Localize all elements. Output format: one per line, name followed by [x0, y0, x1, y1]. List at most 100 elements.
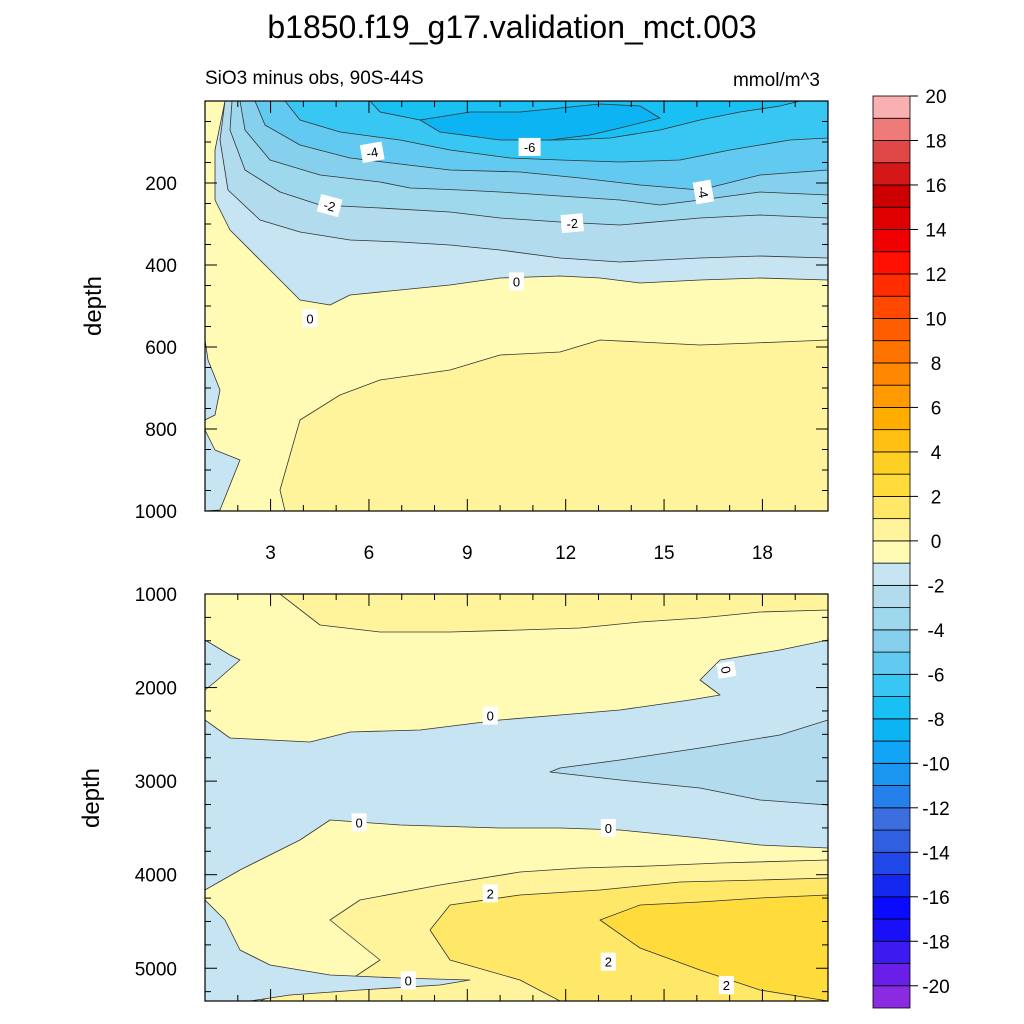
colorbar-label: 16 — [925, 176, 946, 197]
y-tick-label: 2000 — [135, 679, 177, 700]
contour-label-text: -6 — [524, 140, 536, 155]
contour-label-box — [718, 976, 734, 995]
contour-label-box — [600, 952, 616, 971]
colorbar: -20-18-16-14-12-10-8-6-4-202468101214161… — [872, 87, 950, 1009]
x-tick-label: 12 — [555, 543, 576, 564]
units-label: mmol/m^3 — [733, 70, 820, 91]
lower-panel — [205, 594, 828, 1001]
colorbar-label: 8 — [931, 354, 942, 375]
lower-fill-bottom-negative — [205, 899, 471, 1001]
y-tick-label: 4000 — [135, 866, 177, 887]
contour-label: 0 — [302, 309, 318, 328]
contour-label: -2 — [316, 194, 343, 218]
colorbar-swatch — [872, 829, 911, 853]
x-tick-label: 3 — [265, 543, 276, 564]
contour-label-box — [482, 884, 498, 903]
contour-label-box — [482, 706, 498, 725]
colorbar-swatch — [872, 251, 911, 275]
upper-panel — [205, 101, 828, 511]
colorbar-swatch — [872, 696, 911, 720]
contour-label-text: 0 — [718, 665, 734, 675]
contour-label-text: 0 — [355, 815, 362, 830]
contour-label-box — [400, 971, 416, 990]
colorbar-swatch — [872, 384, 911, 408]
colorbar-label: -8 — [928, 710, 945, 731]
contour-label-text: 2 — [723, 978, 730, 993]
colorbar-swatch — [872, 584, 911, 609]
colorbar-swatch — [872, 362, 911, 386]
colorbar-label: 6 — [931, 398, 942, 419]
colorbar-label: 18 — [925, 131, 946, 152]
contour-label: 0 — [600, 818, 616, 837]
colorbar-swatch — [872, 140, 911, 164]
colorbar-label: -14 — [922, 843, 950, 864]
contour-label: 2 — [600, 952, 616, 971]
colorbar-label: -6 — [928, 665, 945, 686]
contour-label-box — [359, 141, 385, 164]
upper-y-axis-label: depth — [80, 276, 107, 336]
colorbar-label: -16 — [922, 888, 949, 909]
contour-label-box — [716, 660, 737, 679]
contour-label-box — [316, 194, 343, 218]
colorbar-label: -10 — [922, 754, 949, 775]
tick-marks — [204, 101, 829, 1001]
left-subtitle: SiO3 minus obs, 90S-44S — [205, 68, 424, 89]
lower-contour-labels: 0 0 0 0 2 2 0 2 — [351, 660, 737, 995]
colorbar-swatch — [872, 651, 911, 675]
contour-label: -4 — [692, 179, 715, 205]
lower-fill-left-negative — [205, 639, 241, 691]
contour-label-text: -2 — [322, 197, 337, 214]
colorbar-swatch — [872, 762, 911, 786]
x-tick-labels: 3 6 9 12 15 18 — [265, 543, 773, 564]
y-tick-label: 1000 — [135, 502, 177, 523]
colorbar-swatch — [872, 540, 911, 564]
lower-panel-frame — [204, 593, 829, 1002]
colorbar-swatch — [872, 451, 911, 475]
contour-label-box — [302, 309, 318, 328]
colorbar-swatch — [872, 851, 911, 875]
y-tick-label: 400 — [145, 256, 177, 277]
colorbar-label: -4 — [928, 621, 945, 642]
colorbar-swatch — [872, 518, 911, 542]
colorbar-label: 14 — [925, 220, 947, 241]
x-tick-label: 18 — [752, 543, 773, 564]
contour-label-text: 2 — [605, 955, 612, 970]
colorbar-swatch — [872, 473, 911, 497]
colorbar-swatch — [872, 740, 911, 764]
contour-label-box — [692, 179, 715, 205]
colorbar-label: 4 — [931, 443, 942, 464]
contour-label: -2 — [560, 213, 584, 234]
contour-label-box — [509, 272, 524, 291]
contour-label: 0 — [509, 272, 524, 291]
contour-label-box — [600, 818, 616, 837]
contour-label: 2 — [718, 976, 734, 995]
contour-label-text: 0 — [513, 274, 520, 289]
y-tick-label: 5000 — [135, 959, 177, 980]
contour-label-text: 2 — [487, 886, 494, 901]
colorbar-swatch — [872, 295, 911, 319]
y-tick-label: 3000 — [135, 772, 177, 793]
colorbar-label: -12 — [922, 799, 949, 820]
colorbar-swatch — [872, 117, 911, 141]
colorbar-swatch — [872, 562, 911, 586]
colorbar-swatch — [872, 673, 911, 697]
contour-label: 0 — [716, 660, 737, 679]
contour-label: 2 — [482, 884, 498, 903]
colorbar-swatch — [872, 273, 911, 297]
colorbar-label: 2 — [931, 487, 942, 508]
colorbar-swatch — [872, 718, 911, 742]
chart-title: b1850.f19_g17.validation_mct.003 — [267, 9, 756, 45]
colorbar-swatch — [872, 896, 911, 920]
lower-fill-upper-band-p1 — [279, 594, 828, 633]
y-tick-label: 800 — [145, 420, 177, 441]
colorbar-swatch — [872, 629, 911, 653]
upper-fill-left-blue-strip — [205, 339, 221, 421]
colorbar-label: 0 — [931, 532, 942, 553]
contour-label-text: 0 — [306, 311, 313, 326]
colorbar-swatch — [872, 874, 911, 898]
contour-label-text: -4 — [695, 185, 712, 199]
y-tick-label: 600 — [145, 338, 177, 359]
colorbar-swatch — [872, 940, 911, 964]
colorbar-label: 12 — [925, 265, 946, 286]
contour-label-box — [518, 137, 541, 156]
